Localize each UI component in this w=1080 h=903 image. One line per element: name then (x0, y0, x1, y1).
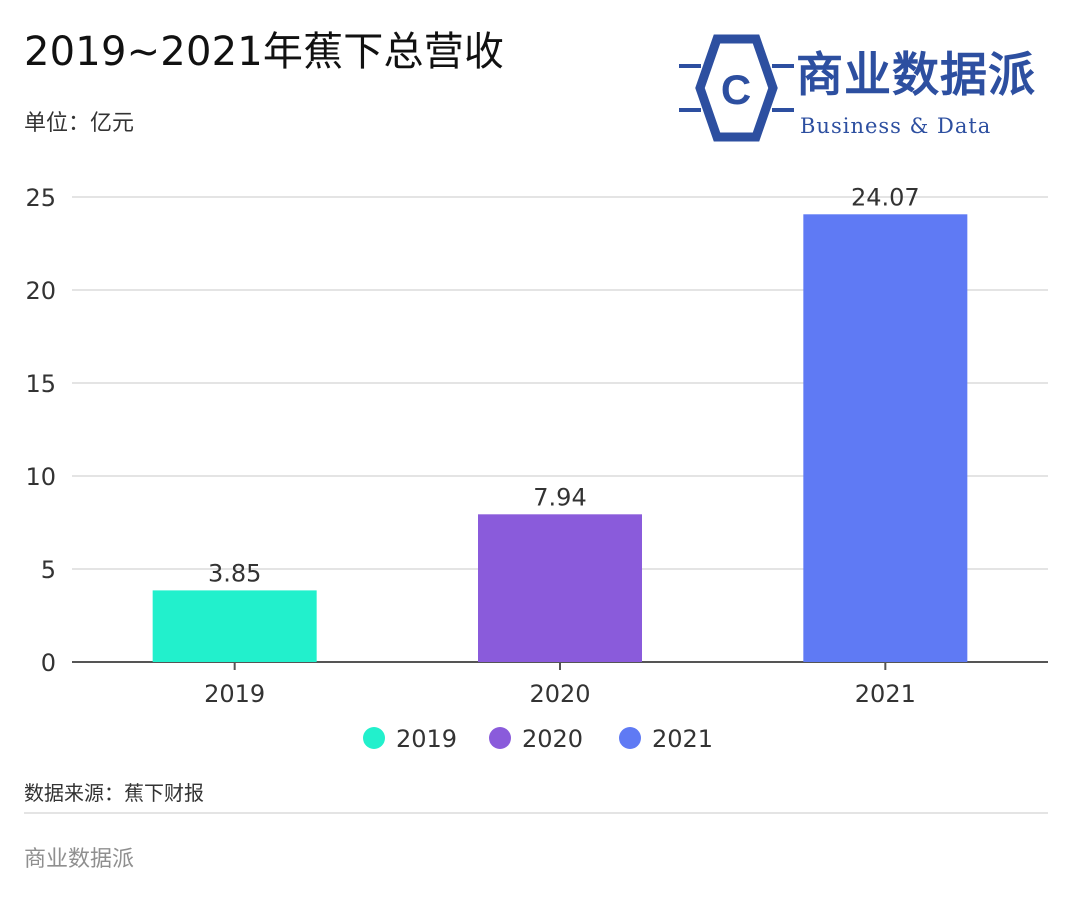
x-tick-label: 2021 (855, 680, 916, 708)
x-tick-label: 2020 (529, 680, 590, 708)
footer-brand: 商业数据派 (24, 847, 135, 872)
logo-mark: C (679, 34, 794, 142)
data-label: 7.94 (533, 483, 586, 511)
legend-label: 2020 (522, 725, 583, 753)
legend-label: 2019 (396, 725, 457, 753)
data-source: 数据来源：蕉下财报 (24, 781, 204, 805)
bar-2019 (152, 590, 317, 662)
legend-label: 2021 (652, 725, 713, 753)
y-tick-label: 10 (25, 463, 56, 491)
data-label: 24.07 (851, 183, 920, 211)
bar-2020 (478, 514, 642, 662)
bar-2021 (803, 214, 968, 662)
legend-swatch (363, 727, 385, 749)
y-tick-label: 5 (41, 556, 56, 584)
legend-swatch (489, 727, 511, 749)
y-tick-label: 15 (25, 370, 56, 398)
logo-c-letter: C (721, 66, 751, 113)
x-tick-label: 2019 (204, 680, 265, 708)
chart-title: 2019~2021年蕉下总营收 (24, 29, 505, 75)
y-tick-label: 25 (25, 184, 56, 212)
unit-label: 单位：亿元 (24, 111, 135, 136)
y-tick-label: 20 (25, 277, 56, 305)
legend-swatch (619, 727, 641, 749)
logo-english-name: Business & Data (800, 114, 992, 138)
y-tick-label: 0 (41, 649, 56, 677)
divider (24, 812, 1048, 814)
logo-hexagon-icon (695, 34, 778, 142)
logo-chinese-name: 商业数据派 (796, 48, 1036, 103)
data-label: 3.85 (208, 559, 261, 587)
